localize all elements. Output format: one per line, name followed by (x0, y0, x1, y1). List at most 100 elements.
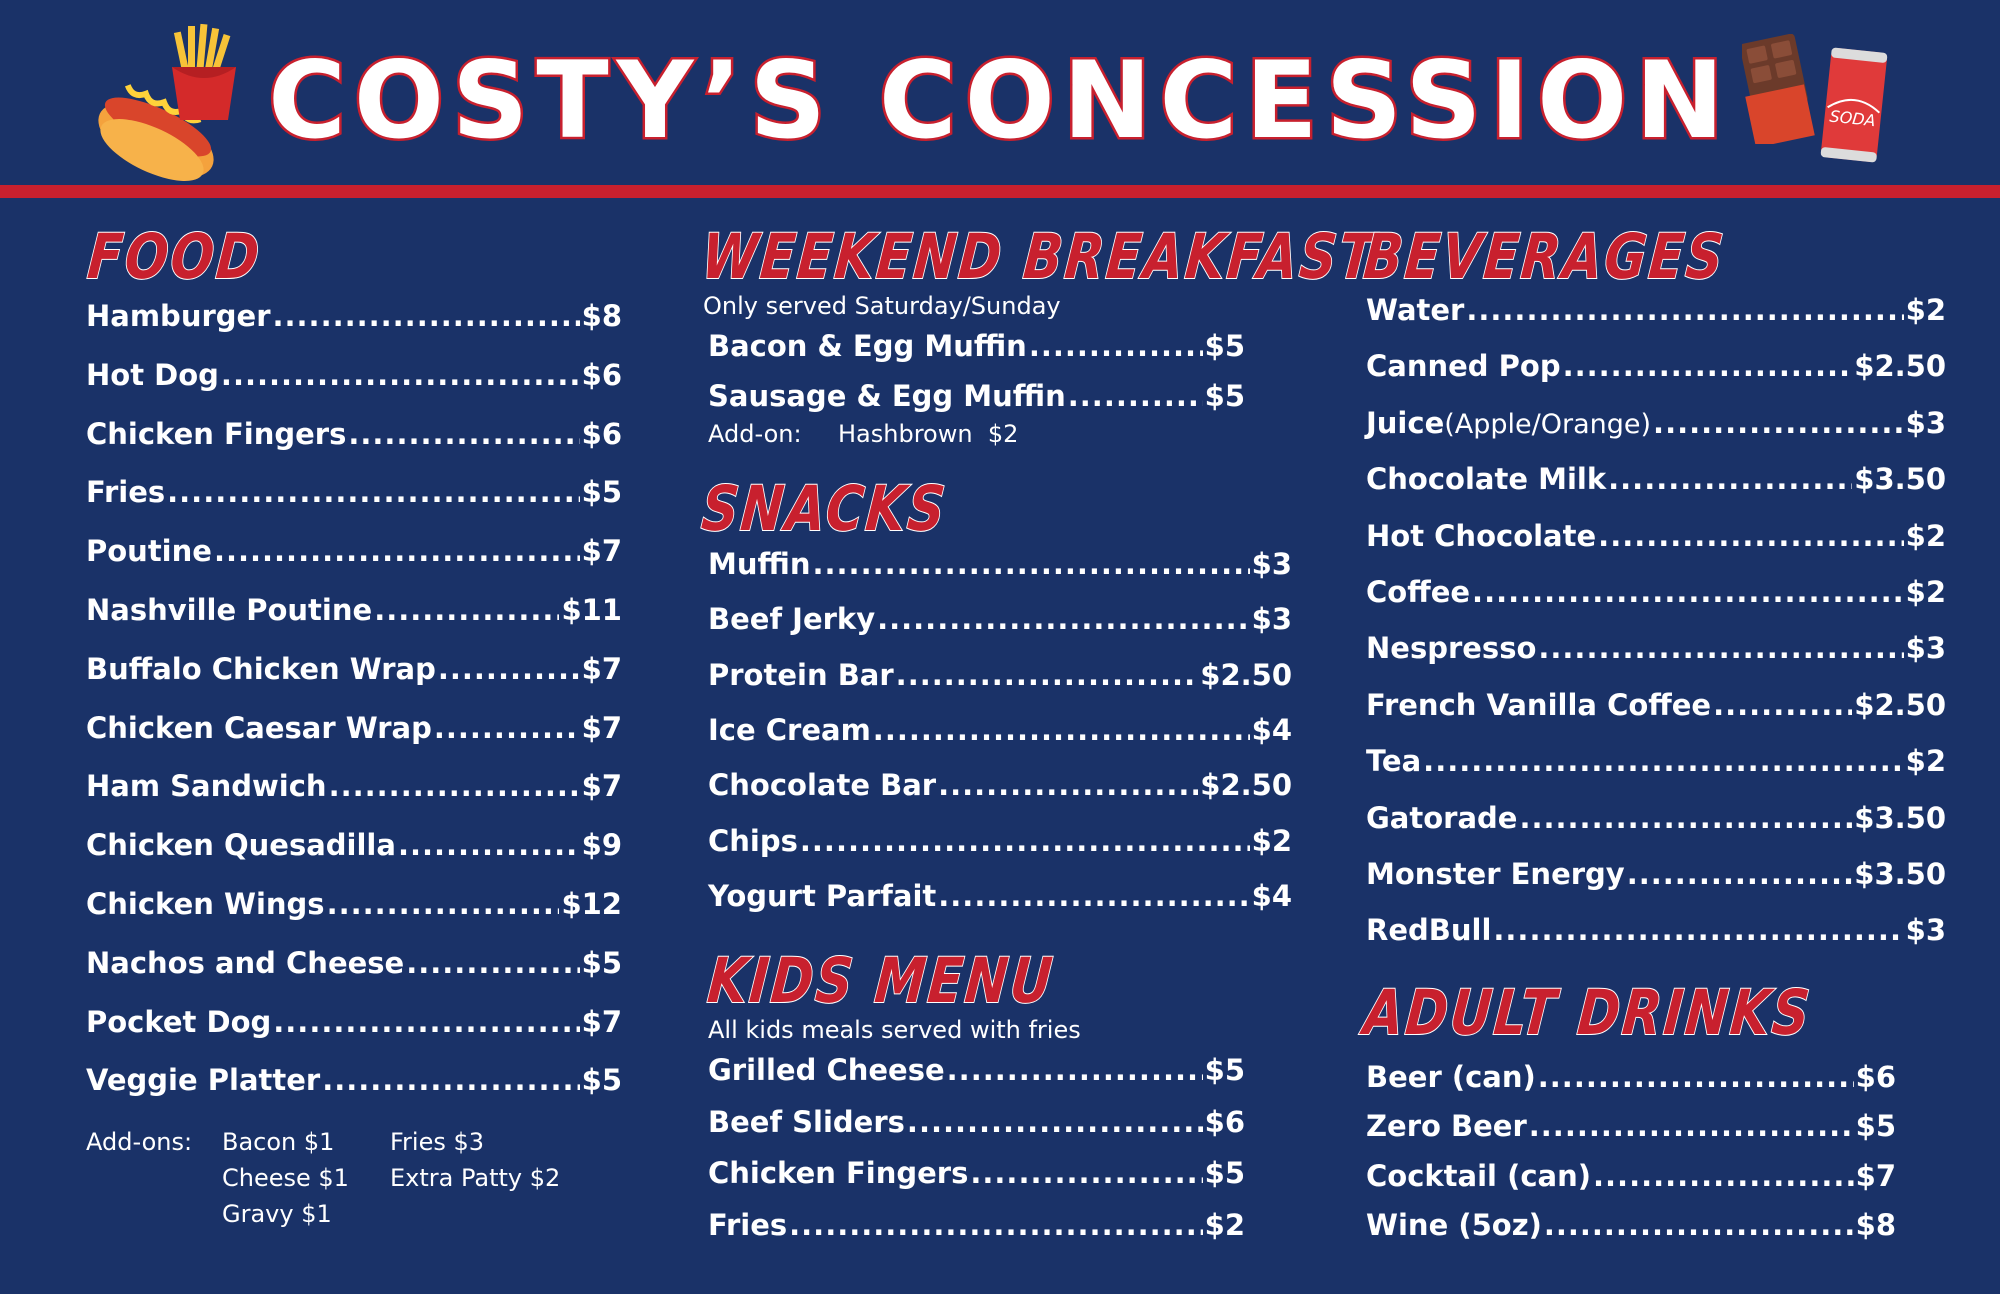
header: SODA COSTY’S CONCESSION (0, 0, 2000, 186)
dot-leader: ........................................… (799, 826, 1250, 856)
menu-item: Ham Sandwich............................… (86, 772, 622, 801)
menu-item-price: $7 (581, 1004, 622, 1039)
menu-item-price: $3 (1905, 405, 1946, 440)
dot-leader: ........................................… (970, 1159, 1202, 1188)
menu-item-price: $8 (1855, 1207, 1896, 1242)
menu-item-name: French Vanilla Coffee (1366, 687, 1712, 722)
menu-item-name: Chicken Quesadilla (86, 828, 396, 863)
menu-item: Nespresso...............................… (1366, 634, 1946, 663)
dot-leader: ........................................… (1537, 1063, 1854, 1092)
menu-item: Cocktail (can)..........................… (1366, 1158, 1896, 1193)
menu-item-price: $2 (1204, 1207, 1245, 1242)
menu-item: Pocket Dog..............................… (86, 1004, 622, 1039)
menu-item-price: $5 (1204, 379, 1245, 413)
dot-leader: ........................................… (1519, 803, 1853, 833)
dot-leader: ........................................… (1466, 296, 1904, 325)
menu-item-price: $5 (1204, 1156, 1245, 1190)
menu-item-price: $2 (1905, 575, 1946, 609)
menu-item: Sausage & Egg Muffin....................… (708, 382, 1245, 411)
addon-item: Bacon $1 (222, 1128, 335, 1156)
dot-leader: ........................................… (789, 1210, 1203, 1240)
food-addons-col2: Fries $3 Extra Patty $2 (390, 1124, 560, 1196)
dot-leader: ........................................… (213, 537, 580, 567)
menu-item: Muffin..................................… (708, 550, 1292, 579)
dot-leader: ........................................… (1528, 1112, 1854, 1142)
menu-item: Nashville Poutine.......................… (86, 596, 622, 625)
menu-item: Chocolate Bar...........................… (708, 771, 1292, 800)
menu-item-name: RedBull (1366, 913, 1492, 948)
menu-item: Veggie Platter..........................… (86, 1066, 622, 1095)
menu-item-price: $6 (1855, 1060, 1896, 1094)
dot-leader: ........................................… (167, 478, 580, 508)
dot-leader: ........................................… (895, 660, 1199, 690)
dot-leader: ........................................… (328, 772, 580, 802)
page-title: COSTY’S CONCESSION (266, 39, 1732, 162)
dot-leader: ........................................… (326, 890, 560, 919)
menu-item: Chips...................................… (708, 826, 1292, 856)
menu-item-name: Chocolate Bar (708, 768, 937, 803)
menu-item-name: Ham Sandwich (86, 769, 327, 804)
menu-item: Juice(Apple/Orange).....................… (1366, 405, 1946, 440)
menu-item-price: $3.50 (1854, 857, 1946, 891)
breakfast-heading: WEEKEND BREAKFAST (698, 219, 1380, 294)
dot-leader: ........................................… (1562, 352, 1853, 382)
dot-leader: ........................................… (1028, 332, 1203, 361)
beverages-heading: BEVERAGES (1360, 219, 1729, 294)
addon-item: Gravy $1 (222, 1200, 332, 1228)
dot-leader: ........................................… (1538, 634, 1903, 664)
menu-item-name: Water (1366, 293, 1465, 327)
dot-leader: ........................................… (1067, 382, 1203, 411)
menu-item-price: $3 (1905, 913, 1946, 948)
menu-item-price: $7 (581, 769, 622, 804)
menu-item-extra: (Apple/Orange) (1444, 408, 1652, 440)
menu-item: Chocolate Milk..........................… (1366, 465, 1946, 494)
menu-item-price: $3.50 (1854, 800, 1946, 835)
menu-item-name: Chicken Fingers (708, 1156, 969, 1190)
menu-item: Beef Sliders............................… (708, 1107, 1245, 1137)
menu-item: Chicken Wings...........................… (86, 890, 622, 919)
dot-leader: ........................................… (1626, 860, 1853, 889)
breakfast-note: Only served Saturday/Sunday (703, 292, 1061, 320)
menu-item: Hot Chocolate...........................… (1366, 521, 1946, 551)
dot-leader: ........................................… (1653, 408, 1904, 438)
menu-item-price: $8 (581, 299, 622, 333)
food-addons: Add-ons: (86, 1124, 192, 1160)
menu-item-name: Wine (5oz) (1366, 1207, 1542, 1242)
menu-item-name: Beef Jerky (708, 602, 876, 637)
menu-item: Gatorade................................… (1366, 800, 1946, 835)
soda-label: SODA (1829, 107, 1877, 131)
menu-item-price: $2.50 (1854, 687, 1946, 722)
menu-item-price: $2 (1905, 744, 1946, 779)
dot-leader: ........................................… (812, 550, 1250, 579)
menu-item-name: Hamburger (86, 299, 271, 333)
snacks-heading: SNACKS (698, 471, 951, 546)
dot-leader: ........................................… (220, 360, 580, 390)
menu-item-name: Cocktail (can) (1366, 1158, 1592, 1193)
menu-item: Hot Dog.................................… (86, 360, 622, 390)
chocolate-bar-icon (1742, 34, 1815, 144)
menu-item: Hamburger...............................… (86, 302, 622, 331)
menu-item: Beef Jerky..............................… (708, 605, 1292, 634)
menu-item-name: Tea (1366, 744, 1422, 779)
menu-item-name: Veggie Platter (86, 1063, 321, 1098)
dot-leader: ........................................… (433, 713, 580, 743)
menu-item-price: $3 (1251, 547, 1292, 581)
dot-leader: ........................................… (946, 1056, 1203, 1085)
menu-item-name: Zero Beer (1366, 1109, 1527, 1144)
fries-icon (172, 23, 236, 120)
menu-item-name: Monster Energy (1366, 857, 1625, 891)
menu-item-name: Nespresso (1366, 631, 1537, 666)
dot-leader: ........................................… (1713, 690, 1852, 720)
menu-item-price: $5 (1204, 329, 1245, 363)
menu-item-price: $4 (1251, 712, 1292, 747)
menu-item: Chicken Fingers.........................… (86, 419, 622, 449)
dot-leader: ........................................… (273, 1007, 579, 1037)
addon-item: Cheese $1 (222, 1164, 349, 1192)
menu-item: Bacon & Egg Muffin......................… (708, 332, 1245, 361)
menu-item: Protein Bar.............................… (708, 660, 1292, 690)
menu-item-price: $5 (581, 475, 622, 510)
menu-item-price: $7 (581, 710, 622, 745)
menu-item: Chicken Caesar Wrap.....................… (86, 710, 622, 745)
menu-item-name: Grilled Cheese (708, 1053, 945, 1087)
dot-leader: ........................................… (348, 419, 579, 449)
